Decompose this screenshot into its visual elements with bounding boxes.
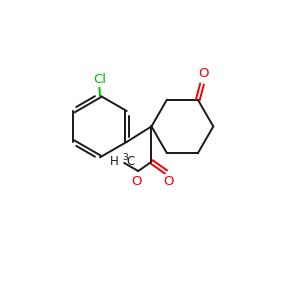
Text: O: O: [131, 175, 142, 188]
Text: O: O: [163, 176, 173, 188]
Text: 3: 3: [122, 153, 128, 162]
Text: C: C: [127, 155, 135, 168]
Text: O: O: [198, 68, 209, 80]
Text: H: H: [110, 155, 119, 168]
Text: Cl: Cl: [93, 73, 106, 85]
